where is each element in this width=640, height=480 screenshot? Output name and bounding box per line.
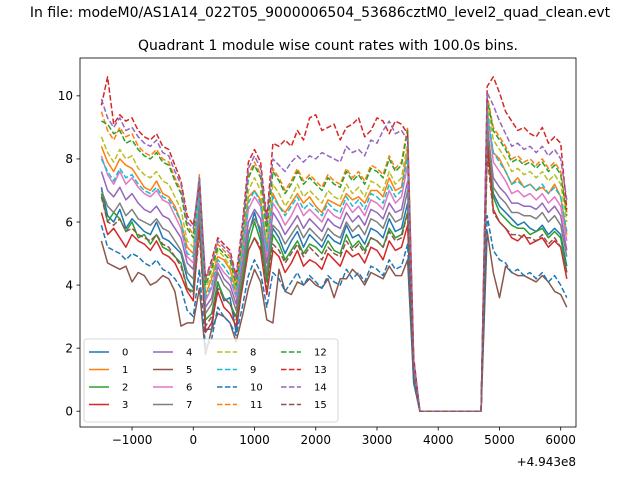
x-axis-offset-label: +4.943e8 [517, 455, 576, 469]
plot-lines [100, 76, 568, 412]
y-tick-label: 6 [65, 215, 73, 229]
legend-label-5: 5 [186, 365, 192, 376]
legend-label-11: 11 [250, 400, 263, 411]
chart-title: Quadrant 1 module wise count rates with … [138, 38, 518, 54]
legend-label-0: 0 [122, 348, 128, 359]
x-tick-label: 3000 [362, 433, 393, 447]
x-tick-label: 2000 [300, 433, 331, 447]
series-line-11 [100, 95, 568, 412]
legend-label-15: 15 [314, 400, 327, 411]
legend-label-4: 4 [186, 348, 192, 359]
series-line-2 [100, 129, 568, 412]
series-line-5 [100, 230, 568, 412]
y-tick-label: 4 [65, 278, 73, 292]
series-line-3 [100, 142, 568, 412]
x-tick-label: 1000 [239, 433, 270, 447]
legend-label-3: 3 [122, 400, 128, 411]
series-line-12 [101, 98, 568, 412]
series-line-10 [100, 214, 568, 412]
x-tick-label: −1000 [112, 433, 153, 447]
axes-frame [79, 57, 577, 428]
x-axis-ticks: −1000 0 1000 2000 3000 4000 5000 6000 [112, 427, 576, 447]
legend-box [83, 338, 339, 423]
series-line-13 [100, 76, 568, 412]
legend-label-8: 8 [250, 348, 256, 359]
legend-label-6: 6 [186, 383, 192, 394]
y-tick-label: 0 [65, 405, 73, 419]
x-tick-label: 5000 [484, 433, 515, 447]
y-tick-label: 10 [58, 89, 73, 103]
legend-label-1: 1 [122, 365, 128, 376]
legend-label-10: 10 [250, 383, 263, 394]
y-axis-ticks: 0 2 4 6 8 10 [58, 89, 80, 419]
legend-label-2: 2 [122, 383, 128, 394]
x-tick-label: 4000 [423, 433, 454, 447]
series-line-15 [100, 155, 568, 412]
x-tick-label: 0 [189, 433, 197, 447]
y-tick-label: 2 [65, 341, 73, 355]
series-line-14 [100, 91, 568, 412]
legend-label-13: 13 [314, 365, 327, 376]
series-line-8 [100, 101, 568, 412]
legend-label-14: 14 [314, 383, 327, 394]
y-tick-label: 8 [65, 152, 73, 166]
x-tick-label: 6000 [545, 433, 576, 447]
series-line-9 [100, 110, 568, 412]
chart-suptitle: In file: modeM0/AS1A14_022T05_9000006504… [30, 5, 611, 21]
series-line-7 [100, 120, 568, 412]
legend-label-9: 9 [250, 365, 256, 376]
legend-label-7: 7 [186, 400, 192, 411]
legend-label-12: 12 [314, 348, 327, 359]
